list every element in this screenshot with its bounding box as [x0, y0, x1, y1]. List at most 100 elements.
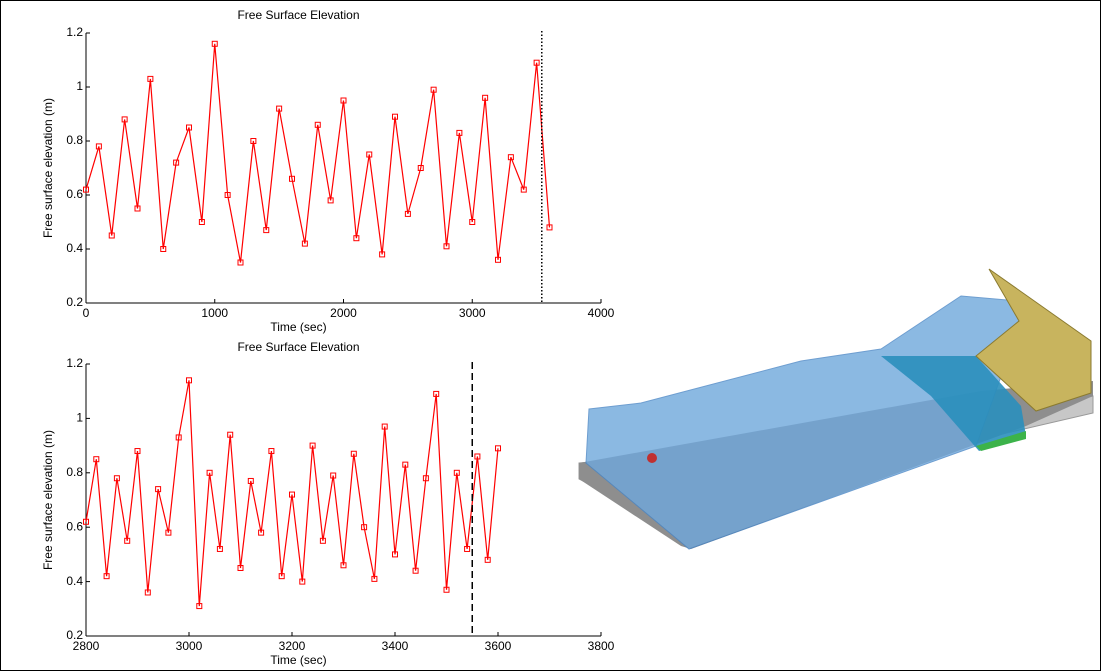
- y-axis-label: Free surface elevation (m): [41, 98, 55, 238]
- y-axis-label: Free surface elevation (m): [41, 430, 55, 570]
- y-tick-label: 0.2: [66, 628, 83, 642]
- data-point: [456, 129, 463, 136]
- data-point: [175, 434, 182, 441]
- data-point: [379, 251, 386, 258]
- y-tick-label: 0.2: [66, 295, 83, 309]
- data-point: [309, 442, 316, 449]
- series-line: [85, 43, 551, 263]
- data-point: [422, 475, 429, 482]
- series-line: [85, 380, 499, 607]
- data-point: [430, 86, 437, 93]
- data-point: [366, 151, 373, 158]
- data-point: [433, 390, 440, 397]
- chart-title: Free Surface Elevation: [237, 8, 359, 22]
- data-point: [404, 210, 411, 217]
- data-point: [314, 121, 321, 128]
- data-point: [361, 524, 368, 531]
- data-point: [237, 565, 244, 571]
- x-tick-label: 2800: [73, 639, 100, 653]
- y-tick-label: 0.4: [66, 574, 83, 588]
- data-point: [134, 205, 141, 212]
- y-tick-label: 0.6: [66, 519, 83, 533]
- jump-zone: [881, 356, 1026, 451]
- spillway: [975, 268, 1092, 412]
- data-point: [507, 154, 514, 161]
- data-point: [186, 377, 192, 384]
- data-point: [237, 259, 244, 266]
- data-point: [278, 573, 285, 580]
- data-point: [443, 243, 450, 250]
- data-point: [83, 186, 89, 193]
- data-point: [469, 219, 476, 225]
- data-point: [276, 105, 283, 112]
- data-point: [103, 573, 110, 580]
- data-point: [186, 124, 192, 131]
- data-point: [412, 567, 419, 574]
- data-point: [121, 116, 128, 123]
- data-point: [224, 192, 231, 198]
- y-tick-label: 1: [76, 411, 83, 425]
- data-point: [113, 475, 120, 482]
- data-point: [443, 586, 450, 593]
- data-point: [134, 448, 141, 455]
- x-axis-label: Time (sec): [270, 653, 326, 667]
- data-point: [93, 456, 100, 463]
- data-point: [147, 75, 154, 82]
- data-point: [381, 423, 388, 430]
- data-point: [206, 469, 213, 476]
- data-point: [247, 477, 254, 484]
- data-point: [392, 551, 398, 558]
- y-tick-label: 1: [76, 79, 83, 93]
- data-point: [319, 537, 326, 544]
- data-point: [453, 469, 460, 476]
- data-point: [474, 453, 481, 460]
- x-tick-label: 1000: [201, 306, 228, 320]
- data-point: [402, 461, 409, 468]
- data-point: [155, 486, 162, 493]
- data-point: [165, 529, 172, 536]
- x-tick-label: 4000: [588, 306, 615, 320]
- y-tick-label: 0.8: [66, 465, 83, 479]
- x-tick-label: 3400: [382, 639, 409, 653]
- y-tick-label: 0.6: [66, 187, 83, 201]
- data-point: [289, 491, 295, 498]
- data-point: [268, 448, 275, 455]
- data-point: [327, 197, 334, 204]
- data-point: [301, 240, 308, 247]
- data-point: [196, 603, 203, 610]
- data-point: [173, 159, 180, 166]
- data-point: [330, 472, 337, 479]
- data-point: [299, 578, 306, 585]
- data-point: [211, 40, 218, 47]
- chart-title: Free Surface Elevation: [237, 340, 359, 354]
- data-point: [340, 97, 347, 104]
- data-point: [495, 445, 501, 452]
- y-tick-label: 1.2: [66, 25, 83, 39]
- data-point: [250, 138, 257, 144]
- data-point: [289, 175, 295, 182]
- data-point: [160, 246, 167, 252]
- x-tick-label: 3200: [279, 639, 306, 653]
- x-tick-label: 3000: [459, 306, 486, 320]
- x-tick-label: 3000: [176, 639, 203, 653]
- x-tick-label: 2000: [330, 306, 357, 320]
- x-axis-label: Time (sec): [270, 320, 326, 334]
- jump-edge: [976, 431, 1026, 451]
- data-point: [353, 235, 360, 242]
- x-tick-label: 3800: [588, 639, 615, 653]
- data-point: [495, 256, 501, 263]
- probe: [647, 453, 657, 463]
- data-point: [484, 556, 491, 563]
- data-point: [198, 219, 205, 225]
- data-point: [83, 518, 89, 525]
- y-tick-label: 0.8: [66, 133, 83, 147]
- x-tick-label: 0: [83, 306, 90, 320]
- data-point: [263, 227, 270, 234]
- data-point: [124, 537, 131, 544]
- data-point: [520, 186, 527, 193]
- y-tick-label: 1.2: [66, 356, 83, 370]
- data-point: [227, 431, 234, 438]
- data-point: [417, 165, 424, 171]
